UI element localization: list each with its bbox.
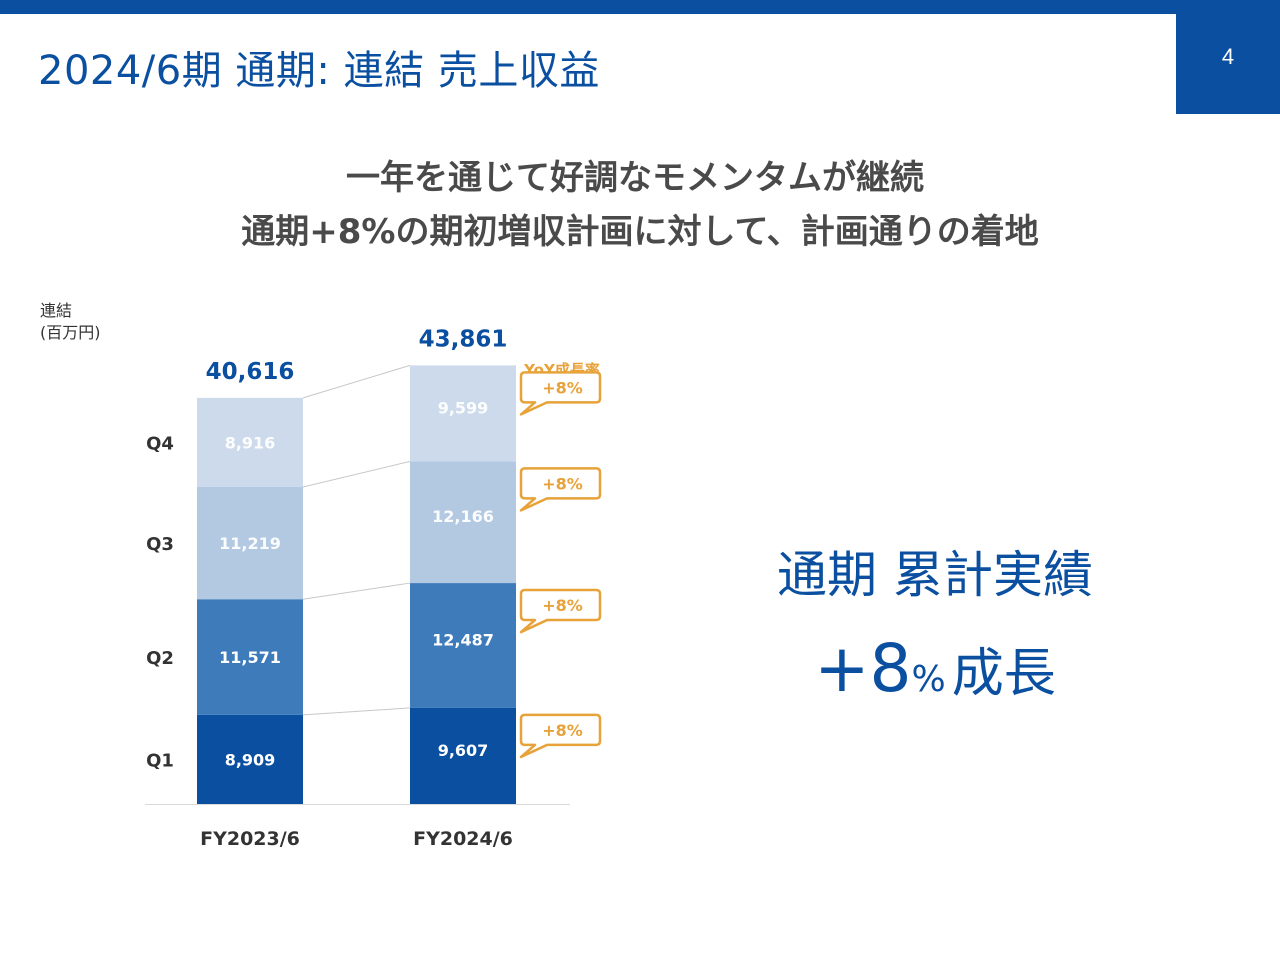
segment-value-label: 11,571 — [219, 648, 281, 667]
bar-segment-q3-0 — [197, 487, 303, 600]
segment-value-label: 8,909 — [225, 750, 276, 769]
quarter-label: Q4 — [146, 433, 174, 454]
summary-growth: +8% 成長 — [735, 630, 1135, 707]
headline-line-2: 通期+8%の期初増収計画に対して、計画通りの着地 — [241, 212, 1039, 252]
yoy-callout-label: +8% — [542, 474, 583, 493]
yoy-callout-label: +8% — [542, 596, 583, 615]
total-label: 40,616 — [206, 359, 295, 385]
total-label: 43,861 — [419, 326, 508, 352]
top-accent-bar — [0, 0, 1280, 14]
yoy-callout-box — [519, 467, 602, 512]
summary-growth-unit: % — [911, 659, 946, 700]
page-number: 4 — [1176, 0, 1280, 114]
quarter-label: Q1 — [146, 750, 174, 771]
bar-segment-q2-0 — [197, 599, 303, 715]
connector-line — [302, 460, 411, 488]
quarter-label: Q3 — [146, 534, 174, 555]
connector-line — [302, 582, 411, 600]
segment-value-label: 9,599 — [438, 398, 489, 417]
yoy-callout-label: +8% — [542, 721, 583, 740]
headline-line-1: 一年を通じて好調なモメンタムが継続 — [346, 158, 924, 198]
bar-segment-q3-1 — [410, 461, 516, 584]
x-tick-label: FY2023/6 — [200, 828, 300, 850]
quarter-label: Q2 — [146, 648, 174, 669]
x-tick-label: FY2024/6 — [413, 828, 513, 850]
slide-title: 2024/6期 通期: 連結 売上収益 — [38, 48, 600, 94]
segment-value-label: 9,607 — [438, 741, 489, 760]
unit-label-scope: 連結 — [40, 301, 73, 320]
summary-title: 通期 累計実績 — [777, 546, 1093, 604]
segment-value-label: 12,487 — [432, 630, 494, 649]
yoy-callout-box — [519, 588, 602, 634]
connector-line — [302, 364, 411, 399]
summary-growth-word: 成長 — [951, 644, 1056, 704]
yoy-callout-box — [519, 371, 602, 416]
yoy-callout-label: +8% — [542, 378, 583, 397]
bar-segment-q1-1 — [410, 707, 516, 804]
segment-value-label: 12,166 — [432, 507, 494, 526]
bar-segment-q4-0 — [197, 397, 303, 488]
summary-growth-value: +8 — [814, 630, 912, 707]
unit-label-unit: (百万円) — [40, 323, 101, 342]
segment-value-label: 8,916 — [225, 433, 276, 452]
yoy-callout-box — [519, 713, 602, 759]
bar-segment-q1-0 — [197, 714, 303, 804]
unit-label: 連結 (百万円) — [40, 300, 101, 344]
segment-value-label: 11,219 — [219, 534, 281, 553]
connector-line — [302, 707, 411, 716]
bar-segment-q2-1 — [410, 583, 516, 708]
bar-segment-q4-1 — [410, 365, 516, 462]
